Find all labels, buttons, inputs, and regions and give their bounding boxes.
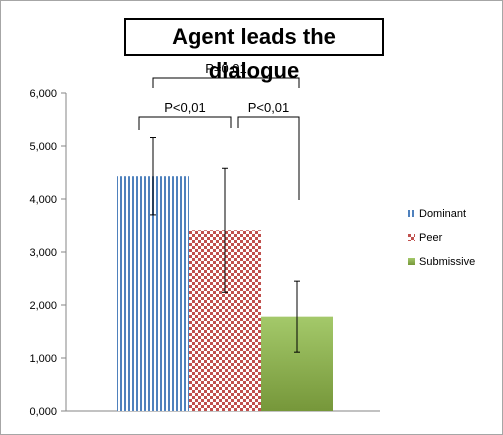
significance-bracket bbox=[152, 77, 300, 88]
significance-label: P<0,01 bbox=[164, 100, 206, 115]
legend-label-dominant: Dominant bbox=[419, 208, 466, 220]
legend-swatch-dominant bbox=[408, 210, 415, 217]
significance-label: P=0,01 bbox=[205, 61, 247, 76]
legend-swatch-submissive bbox=[408, 258, 415, 265]
y-tick-label: 2,000 bbox=[29, 300, 57, 312]
significance-bracket bbox=[237, 116, 300, 200]
y-tick-label: 0,000 bbox=[29, 406, 57, 418]
significance-bracket bbox=[138, 116, 232, 130]
y-tick-label: 1,000 bbox=[29, 353, 57, 365]
y-tick-label: 3,000 bbox=[29, 247, 57, 259]
legend-swatch-peer bbox=[408, 234, 415, 241]
y-tick-label: 5,000 bbox=[29, 141, 57, 153]
y-tick-label: 6,000 bbox=[29, 88, 57, 100]
y-tick-label: 4,000 bbox=[29, 194, 57, 206]
legend-label-submissive: Submissive bbox=[419, 256, 475, 268]
legend-label-peer: Peer bbox=[419, 232, 443, 244]
chart-title: Agent leads the dialogue bbox=[124, 18, 384, 83]
significance-label: P<0,01 bbox=[248, 100, 290, 115]
